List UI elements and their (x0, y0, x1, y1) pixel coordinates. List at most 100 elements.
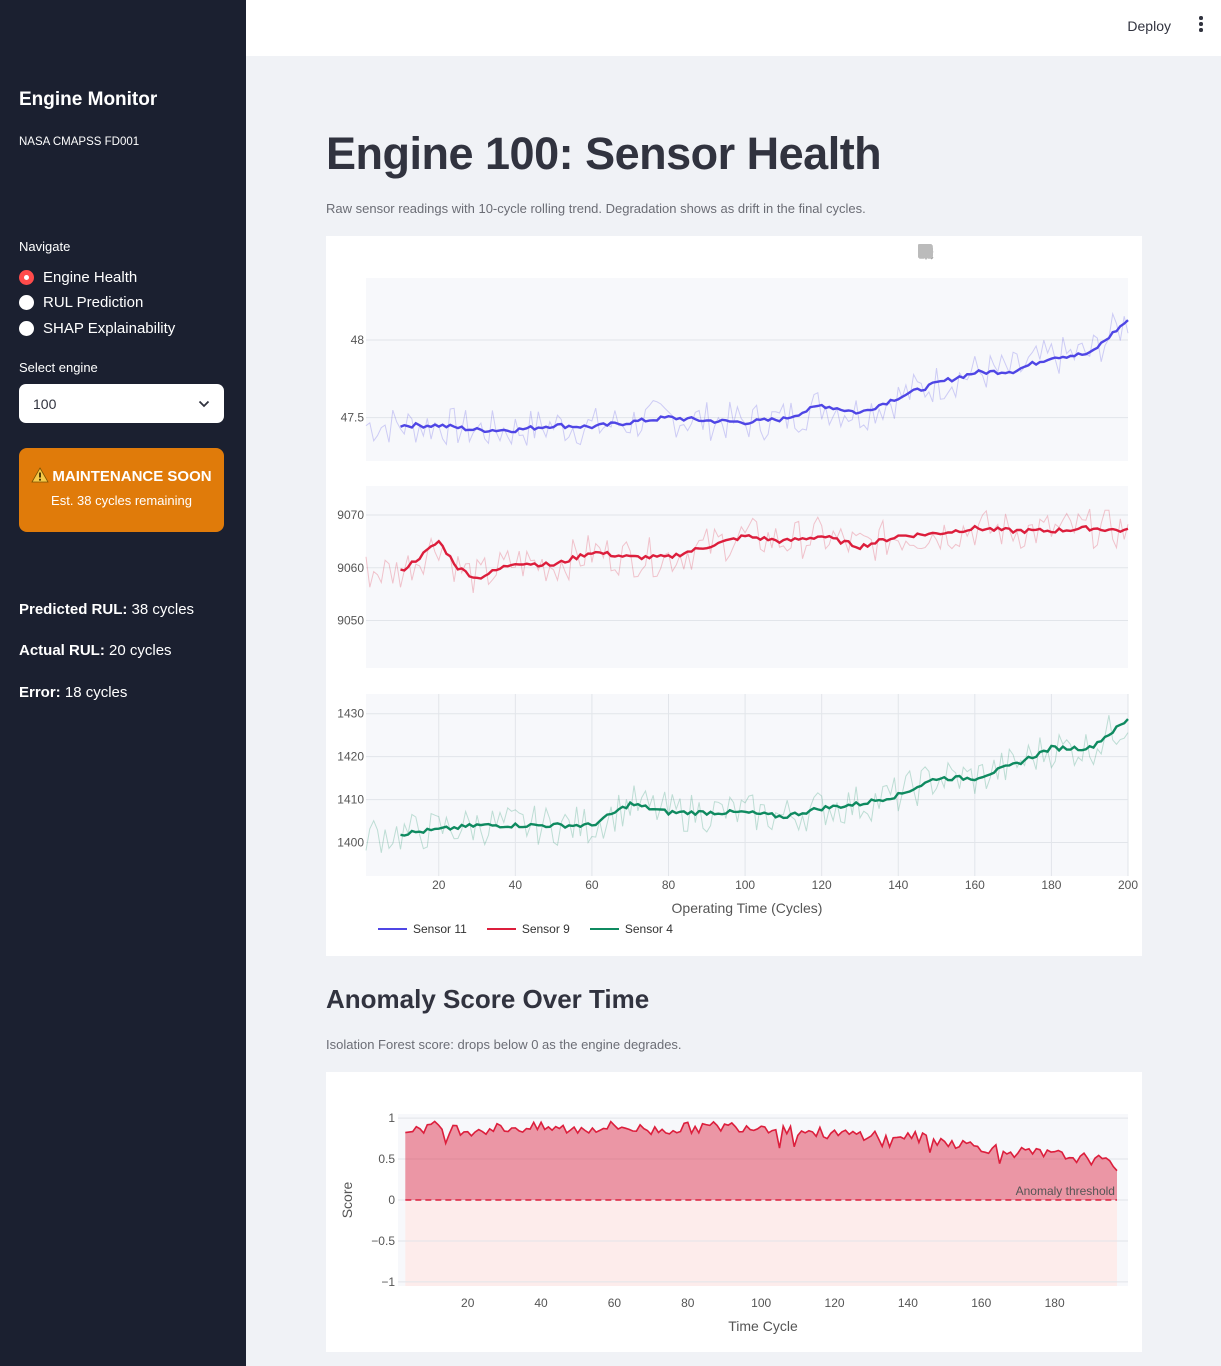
y-tick-label: 47.5 (341, 411, 365, 425)
pan-icon[interactable] (918, 244, 998, 262)
alert-title: MAINTENANCE SOON (52, 468, 212, 485)
x-tick-label: 160 (965, 878, 985, 892)
metric-label: Error: (19, 684, 61, 701)
nav-radio-label: Engine Health (43, 268, 138, 286)
y-tick-label: 9070 (337, 508, 364, 522)
x-tick-label: 180 (1041, 878, 1061, 892)
nav-radio-engine-health[interactable]: Engine Health (19, 267, 137, 287)
trend-series-line (400, 524, 1129, 580)
score-line (405, 1120, 1118, 1172)
x-tick-label: 140 (898, 1296, 918, 1310)
x-tick-label: 20 (461, 1296, 475, 1310)
x-tick-label: 80 (681, 1296, 695, 1310)
radio-unselected-icon (19, 320, 34, 336)
metric-value: 38 cycles (131, 601, 195, 618)
y-tick-label: 48 (351, 333, 365, 347)
kebab-menu-icon[interactable] (1195, 16, 1207, 36)
x-tick-label: 40 (509, 878, 523, 892)
legend-item-sensor-4[interactable]: Sensor 4 (589, 922, 673, 936)
y-tick-label: 1420 (337, 750, 364, 764)
subplot-background (366, 278, 1128, 461)
x-tick-label: 80 (662, 878, 676, 892)
y-axis-title: Score (339, 1182, 355, 1219)
trend-series-line (400, 718, 1129, 837)
zoom-in-icon[interactable] (918, 244, 1030, 262)
nav-radio-shap[interactable]: SHAP Explainability (19, 318, 175, 338)
sidebar-subtitle: NASA CMAPSS FD001 (19, 136, 140, 148)
y-tick-label: 9050 (337, 614, 364, 628)
x-tick-label: 160 (971, 1296, 991, 1310)
metric-predicted-rul: Predicted RUL: 38 cycles (19, 601, 194, 618)
metric-label: Actual RUL: (19, 642, 105, 659)
legend-item-sensor-11[interactable]: Sensor 11 (378, 922, 467, 936)
y-tick-label: −1 (381, 1275, 395, 1289)
anomaly-caption: Isolation Forest score: drops below 0 as… (326, 1037, 682, 1052)
y-tick-label: 0.5 (378, 1152, 395, 1166)
zoom-icon[interactable] (919, 244, 974, 262)
metric-value: 18 cycles (64, 684, 128, 701)
x-tick-label: 100 (735, 878, 755, 892)
x-tick-label: 60 (608, 1296, 622, 1310)
legend-label: Sensor 4 (624, 922, 673, 936)
chevron-down-icon (198, 400, 210, 407)
threshold-label: Anomaly threshold (1016, 1184, 1115, 1198)
alert-subtitle: Est. 38 cycles remaining (51, 493, 192, 508)
nav-label: Navigate (19, 239, 71, 254)
metric-error: Error: 18 cycles (19, 684, 127, 701)
chart-legend: Sensor 11 Sensor 9 Sensor 4 (378, 922, 673, 936)
sidebar-title: Engine Monitor (19, 89, 158, 110)
x-axis-title: Time Cycle (728, 1318, 798, 1334)
raw-series-line (365, 311, 1129, 446)
trend-series-line (400, 319, 1129, 434)
anomaly-section-title: Anomaly Score Over Time (326, 984, 650, 1014)
deploy-button[interactable]: Deploy (1127, 18, 1171, 34)
y-tick-label: 1430 (337, 707, 364, 721)
x-tick-label: 100 (751, 1296, 771, 1310)
engine-select-value: 100 (33, 395, 57, 412)
legend-label: Sensor 9 (521, 922, 570, 936)
fullscreen-icon[interactable] (918, 244, 1132, 262)
subplot-background (366, 694, 1128, 876)
sidebar: Engine Monitor NASA CMAPSS FD001 Navigat… (0, 0, 246, 1366)
x-axis-title: Operating Time (Cycles) (672, 900, 823, 916)
metric-actual-rul: Actual RUL: 20 cycles (19, 642, 172, 659)
x-tick-label: 200 (1118, 878, 1138, 892)
radio-selected-icon (19, 269, 34, 285)
autoscale-icon[interactable] (919, 244, 1078, 262)
page-title: Engine 100: Sensor Health (326, 128, 882, 179)
maintenance-alert: MAINTENANCE SOON Est. 38 cycles remainin… (19, 448, 224, 532)
nav-radio-label: SHAP Explainability (43, 319, 176, 337)
x-tick-label: 60 (585, 878, 599, 892)
y-tick-label: 1410 (337, 793, 364, 807)
radio-unselected-icon (19, 294, 34, 310)
top-bar: Deploy (246, 0, 1221, 56)
x-tick-label: 120 (812, 878, 832, 892)
anomaly-chart-svg: −1 −0.5 0 0.5 1 Anomaly threshold 20 40 60 80 100 1… (339, 1111, 1128, 1334)
legend-label: Sensor 11 (413, 922, 467, 936)
sensor-chart-svg: 47.5 48 9050 9060 9070 1400 1410 1420 1430 20 40 60… (337, 278, 1138, 916)
subplot-background (366, 486, 1128, 668)
score-area (405, 1121, 1117, 1200)
page-caption: Raw sensor readings with 10-cycle rollin… (326, 201, 866, 216)
x-tick-label: 140 (888, 878, 908, 892)
sensor-chart: 47.5 48 9050 9060 9070 1400 1410 1420 1430 20 40 60… (326, 236, 1142, 956)
home-icon[interactable] (919, 244, 1102, 262)
y-tick-label: 1 (388, 1111, 395, 1125)
anomaly-chart: −1 −0.5 0 0.5 1 Anomaly threshold 20 40 60 80 100 1… (326, 1072, 1142, 1352)
legend-item-sensor-9[interactable]: Sensor 9 (486, 922, 570, 936)
nav-radio-rul-prediction[interactable]: RUL Prediction (19, 292, 143, 312)
warning-icon (31, 467, 50, 483)
engine-select[interactable]: 100 (19, 384, 224, 423)
x-tick-label: 120 (825, 1296, 845, 1310)
metric-label: Predicted RUL: (19, 601, 128, 618)
y-tick-label: 0 (388, 1193, 395, 1207)
raw-series-line (365, 508, 1129, 593)
select-engine-label: Select engine (19, 360, 98, 375)
anomaly-zone (405, 1200, 1117, 1286)
zoom-out-icon[interactable] (918, 244, 1054, 262)
raw-series-line (365, 715, 1129, 853)
metric-value: 20 cycles (109, 642, 172, 659)
y-tick-label: −0.5 (371, 1234, 395, 1248)
y-tick-label: 9060 (337, 561, 364, 575)
nav-radio-label: RUL Prediction (43, 293, 144, 311)
